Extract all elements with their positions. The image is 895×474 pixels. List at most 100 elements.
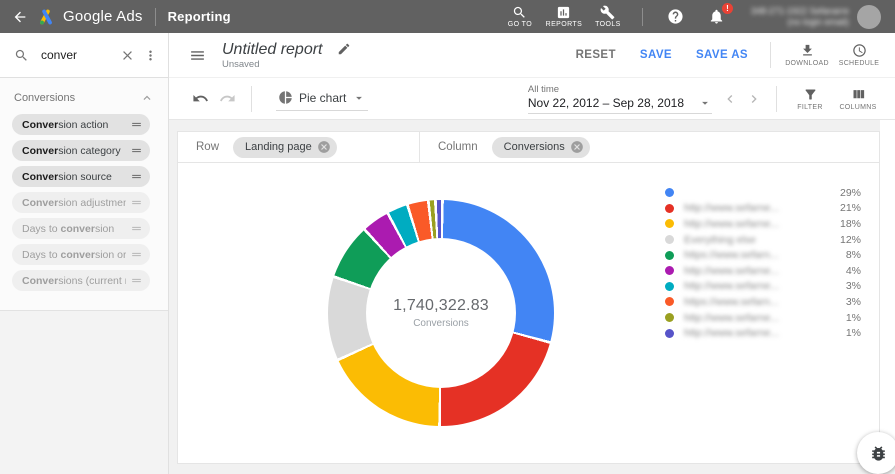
drag-handle-icon bbox=[132, 148, 141, 153]
chart-type-value: Pie chart bbox=[299, 90, 347, 105]
legend-percent: 3% bbox=[845, 280, 861, 293]
field-pill[interactable]: Conversion source bbox=[12, 166, 150, 187]
legend-label: https://www.sefarn... bbox=[684, 295, 779, 308]
search-icon bbox=[514, 6, 526, 18]
tools-icon bbox=[601, 5, 615, 20]
legend-color-dot bbox=[665, 281, 674, 291]
row-label: Row bbox=[196, 141, 220, 153]
back-arrow-icon[interactable] bbox=[8, 9, 36, 25]
bug-icon bbox=[871, 445, 885, 461]
field-pill[interactable]: Days to conversion bbox=[12, 218, 150, 239]
legend-color-dot bbox=[665, 203, 674, 213]
chip-remove-icon[interactable] bbox=[317, 140, 331, 154]
chart-legend: 29% http://www.sefarne... 21% http://www.se… bbox=[665, 185, 861, 341]
report-title: Untitled report bbox=[222, 40, 323, 58]
search-icon bbox=[15, 49, 27, 61]
column-chip-conversions[interactable]: Conversions bbox=[491, 136, 590, 158]
schedule-icon bbox=[852, 44, 866, 57]
top-app-bar: Google Ads Reporting GO TO REPORTS TOOLS… bbox=[0, 0, 895, 33]
field-pill[interactable]: Conversions (current mo.. bbox=[12, 270, 150, 291]
legend-item: http://www.sefarne... 21% bbox=[665, 201, 861, 217]
avatar[interactable] bbox=[857, 4, 881, 29]
brand-name: Google Ads bbox=[63, 8, 143, 25]
scrollbar-track[interactable] bbox=[880, 120, 895, 463]
drag-handle-icon bbox=[132, 278, 141, 283]
field-pill-label: Conversion source bbox=[22, 170, 112, 183]
goto-button[interactable]: GO TO bbox=[498, 5, 542, 28]
redo-button[interactable] bbox=[214, 85, 241, 112]
bug-report-button[interactable] bbox=[857, 432, 895, 474]
pie-chart-icon bbox=[279, 91, 292, 104]
search-input[interactable] bbox=[41, 48, 116, 62]
menu-icon bbox=[191, 50, 204, 60]
legend-item: 29% bbox=[665, 185, 861, 201]
reports-icon bbox=[558, 6, 570, 19]
columns-button[interactable]: COLUMNS bbox=[833, 87, 883, 111]
chart-type-select[interactable]: Pie chart bbox=[276, 86, 369, 111]
drag-handle-icon bbox=[132, 200, 141, 205]
toolbar-divider bbox=[251, 85, 252, 112]
field-pill[interactable]: Conversion category bbox=[12, 140, 150, 161]
date-preset-label: All time bbox=[527, 83, 560, 95]
save-button[interactable]: SAVE bbox=[639, 49, 672, 61]
page-section-title: Reporting bbox=[167, 9, 231, 24]
legend-label: Everything else bbox=[684, 233, 756, 246]
help-button[interactable] bbox=[655, 8, 696, 25]
tools-button[interactable]: TOOLS bbox=[586, 5, 630, 28]
report-canvas: Row Landing page Column Conversions bbox=[169, 120, 895, 474]
clear-search-button[interactable] bbox=[116, 44, 139, 67]
legend-color-dot bbox=[665, 328, 674, 338]
reset-button[interactable]: RESET bbox=[575, 49, 616, 61]
legend-item: http://www.sefarne... 3% bbox=[665, 279, 861, 295]
reports-button[interactable]: REPORTS bbox=[542, 5, 586, 28]
drag-handle-icon bbox=[132, 226, 141, 231]
bell-icon bbox=[710, 9, 723, 24]
field-pill[interactable]: Days to conversion or ad.. bbox=[12, 244, 150, 265]
row-drop-zone[interactable]: Row Landing page bbox=[178, 132, 420, 162]
field-pill[interactable]: Conversion adjustment bbox=[12, 192, 150, 213]
legend-percent: 29% bbox=[839, 186, 861, 199]
field-pill-label: Conversion action bbox=[22, 118, 109, 131]
legend-color-dot bbox=[665, 313, 674, 323]
notifications-button[interactable]: ! bbox=[696, 3, 737, 25]
edit-title-button[interactable] bbox=[337, 42, 351, 56]
field-pill-label: Conversion category bbox=[22, 144, 121, 157]
drag-handle-icon bbox=[132, 252, 141, 257]
filter-button[interactable]: FILTER bbox=[787, 87, 833, 111]
caret-down-icon bbox=[702, 101, 708, 105]
legend-label: http://www.sefarne... bbox=[684, 280, 780, 293]
field-pill[interactable]: Conversion action bbox=[12, 114, 150, 135]
legend-percent: 18% bbox=[839, 217, 861, 230]
google-ads-logo[interactable]: Google Ads bbox=[36, 7, 143, 27]
undo-button[interactable] bbox=[187, 85, 214, 112]
drag-handle-icon bbox=[132, 174, 141, 179]
chart-toolbar: Pie chart All time Nov 22, 2012 – Sep 28… bbox=[169, 78, 895, 120]
chevron-left-icon bbox=[727, 94, 733, 103]
caret-down-icon bbox=[356, 96, 363, 100]
legend-label: https://www.sefarn... bbox=[684, 249, 779, 262]
search-options-button[interactable] bbox=[139, 44, 162, 67]
date-range-select[interactable]: All time Nov 22, 2012 – Sep 28, 2018 bbox=[527, 83, 712, 114]
legend-label: http://www.sefarne... bbox=[684, 217, 780, 230]
conversions-section-header[interactable]: Conversions bbox=[0, 78, 168, 114]
download-button[interactable]: DOWNLOAD bbox=[781, 43, 833, 67]
report-menu-button[interactable] bbox=[183, 41, 212, 70]
chevron-up-icon[interactable] bbox=[140, 91, 154, 105]
next-period-button[interactable] bbox=[742, 87, 766, 111]
main-area: Untitled report Unsaved RESET SAVE SAVE … bbox=[169, 33, 895, 474]
legend-color-dot bbox=[665, 266, 674, 276]
save-as-button[interactable]: SAVE AS bbox=[695, 49, 748, 61]
column-drop-zone[interactable]: Column Conversions bbox=[420, 132, 600, 162]
section-title: Conversions bbox=[14, 92, 76, 104]
filter-icon bbox=[805, 89, 815, 99]
row-chip-landing-page[interactable]: Landing page bbox=[233, 136, 337, 158]
redo-icon bbox=[220, 94, 235, 102]
chip-remove-icon[interactable] bbox=[570, 140, 584, 154]
schedule-button[interactable]: SCHEDULE bbox=[833, 43, 885, 67]
previous-period-button[interactable] bbox=[718, 87, 742, 111]
donut-chart[interactable] bbox=[328, 200, 554, 426]
legend-label: http://www.sefarne... bbox=[684, 264, 780, 277]
topbar-divider bbox=[641, 7, 643, 26]
sidebar-search bbox=[0, 33, 168, 78]
account-info[interactable]: 348-271-1922 Sefanarre (no login email) bbox=[750, 5, 849, 27]
